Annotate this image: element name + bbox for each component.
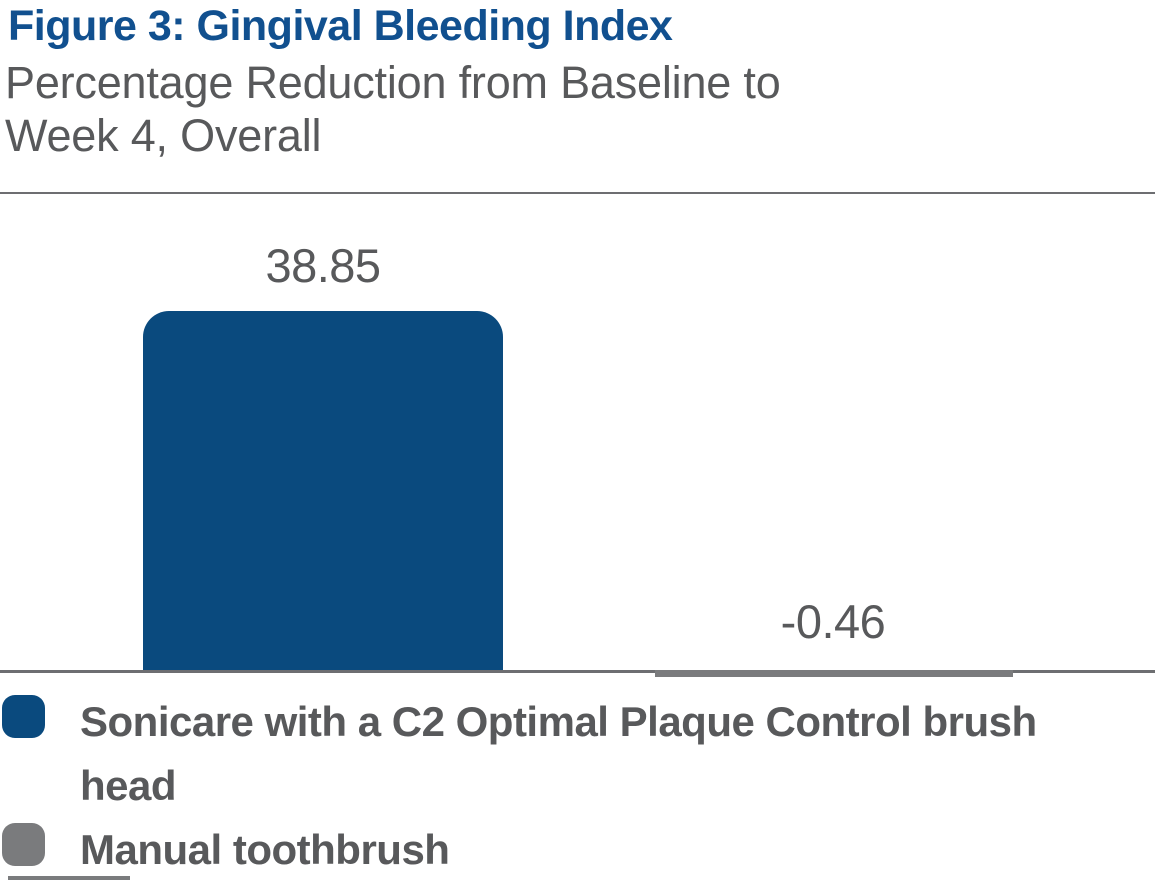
bar-value-label-manual: -0.46 <box>780 595 886 648</box>
legend-swatch-manual <box>2 823 45 866</box>
figure-subtitle: Percentage Reduction from Baseline to We… <box>5 56 781 162</box>
header-divider-line <box>0 192 1155 194</box>
figure-title: Figure 3: Gingival Bleeding Index <box>8 2 673 50</box>
legend-label-manual: Manual toothbrush <box>80 826 450 873</box>
legend-label-sonicare: Sonicare with a C2 Optimal Plaque Contro… <box>80 698 1037 809</box>
bar-sonicare <box>143 311 503 670</box>
bar-value-label-sonicare: 38.85 <box>265 239 381 292</box>
figure-subtitle-line-1: Percentage Reduction from Baseline to <box>5 57 781 108</box>
cropped-bottom-element <box>8 876 130 880</box>
figure-subtitle-line-2: Week 4, Overall <box>5 110 322 161</box>
baseline-axis <box>0 670 1155 673</box>
bar-manual <box>655 670 1013 677</box>
legend-swatch-sonicare <box>2 695 45 738</box>
